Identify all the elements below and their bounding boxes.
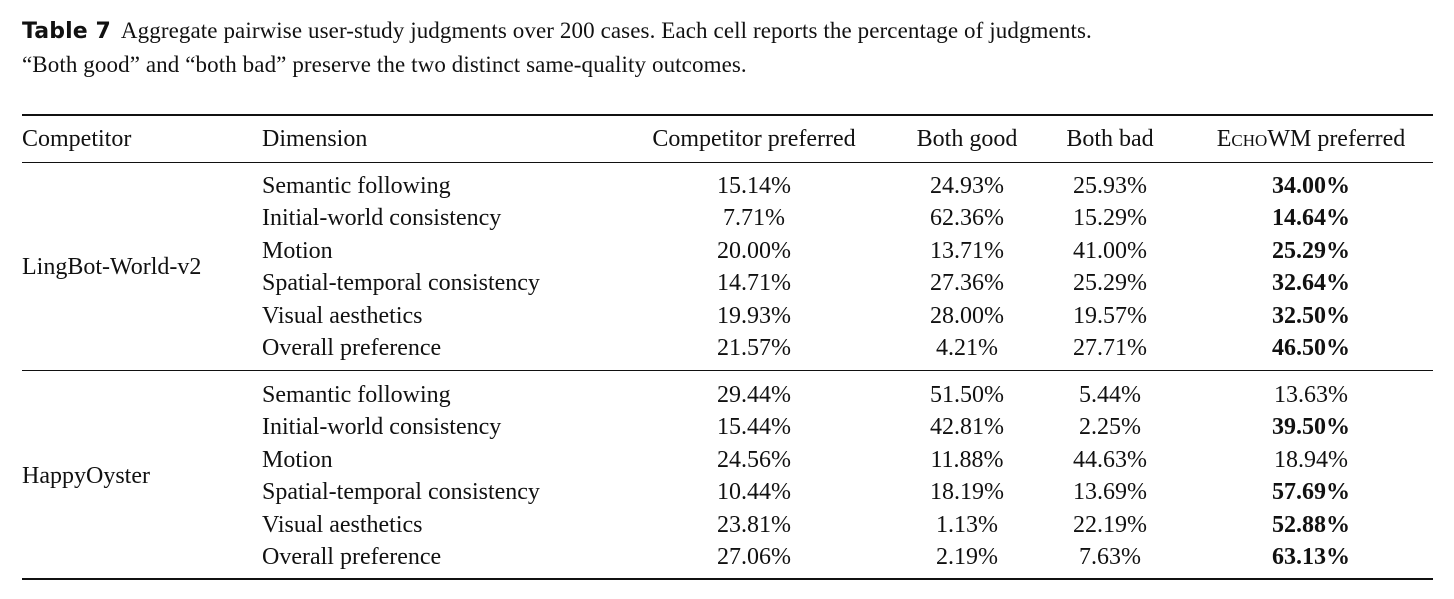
- top-rule: [22, 114, 1433, 116]
- table-cell-dimension: Spatial-temporal consistency: [262, 479, 540, 506]
- bottom-rule: [22, 578, 1433, 580]
- competitor-name: HappyOyster: [22, 463, 150, 489]
- table-cell-competitor-preferred: 29.44%: [717, 382, 791, 408]
- table-cell-dimension: Initial-world consistency: [262, 414, 502, 441]
- table-cell-dimension: Overall preference: [262, 544, 442, 570]
- table-cell-dimension: Visual aesthetics: [262, 511, 423, 538]
- table-cell-dimension: Overall preference: [262, 335, 442, 361]
- table-cell-both-good: 51.50%: [930, 382, 1004, 408]
- table-caption: Table 7 Aggregate pairwise user-study jud…: [22, 14, 1442, 81]
- table-cell-both-bad: 13.69%: [1073, 479, 1147, 506]
- table-cell-dimension: Semantic following: [262, 173, 451, 199]
- header-competitor: Competitor: [22, 126, 132, 152]
- table-cell-both-good: 11.88%: [930, 446, 1004, 473]
- table-cell-both-good: 27.36%: [930, 270, 1004, 297]
- table-cell-competitor-preferred: 20.00%: [717, 237, 791, 264]
- table-cell-both-good: 62.36%: [930, 205, 1004, 232]
- header-dimension: Dimension: [262, 126, 368, 152]
- caption-line-2: “Both good” and “both bad” preserve the …: [22, 52, 747, 77]
- table-cell-echowm-preferred: 32.64%: [1272, 270, 1350, 297]
- table-cell-dimension: Motion: [262, 446, 333, 473]
- table-cell-both-bad: 7.63%: [1079, 544, 1141, 570]
- table-cell-both-good: 24.93%: [930, 173, 1004, 199]
- table-cell-competitor-preferred: 15.14%: [717, 173, 791, 199]
- table-cell-echowm-preferred: 52.88%: [1272, 511, 1350, 538]
- table-cell-echowm-preferred: 57.69%: [1272, 479, 1350, 506]
- table-cell-both-good: 4.21%: [936, 335, 998, 361]
- table-cell-echowm-preferred: 25.29%: [1272, 237, 1350, 264]
- table-cell-both-bad: 15.29%: [1073, 205, 1147, 232]
- table-cell-both-good: 28.00%: [930, 302, 1004, 329]
- table-cell-dimension: Semantic following: [262, 382, 451, 408]
- caption-text-1: Aggregate pairwise user-study judgments …: [120, 18, 1092, 43]
- table-cell-both-bad: 25.93%: [1073, 173, 1147, 199]
- table-cell-both-good: 1.13%: [936, 511, 998, 538]
- table-cell-echowm-preferred: 63.13%: [1272, 544, 1350, 570]
- table-cell-competitor-preferred: 21.57%: [717, 335, 791, 361]
- table-cell-both-bad: 27.71%: [1073, 335, 1147, 361]
- table-cell-echowm-preferred: 46.50%: [1272, 335, 1350, 361]
- header-competitor-preferred: Competitor preferred: [652, 126, 856, 152]
- table-cell-echowm-preferred: 32.50%: [1272, 302, 1350, 329]
- table-cell-competitor-preferred: 27.06%: [717, 544, 791, 570]
- table-cell-competitor-preferred: 7.71%: [723, 205, 785, 232]
- table-cell-both-bad: 19.57%: [1073, 302, 1147, 329]
- header-rule: [22, 162, 1433, 164]
- group-separator-rule: [22, 370, 1433, 372]
- header-echowm-suffix: WM preferred: [1267, 126, 1406, 152]
- table-cell-both-bad: 5.44%: [1079, 382, 1141, 408]
- table-cell-echowm-preferred: 39.50%: [1272, 414, 1350, 441]
- header-echowm-preferred: EchoWM preferred: [1217, 123, 1405, 155]
- table-cell-competitor-preferred: 24.56%: [717, 446, 791, 473]
- table-cell-both-bad: 25.29%: [1073, 270, 1147, 297]
- table-cell-both-bad: 2.25%: [1079, 414, 1141, 441]
- caption-line-1: Table 7 Aggregate pairwise user-study jud…: [22, 14, 1442, 48]
- table-cell-dimension: Visual aesthetics: [262, 302, 423, 329]
- header-both-bad: Both bad: [1066, 126, 1154, 152]
- table-cell-dimension: Spatial-temporal consistency: [262, 270, 540, 297]
- table-cell-echowm-preferred: 13.63%: [1274, 382, 1348, 408]
- table-cell-both-bad: 44.63%: [1073, 446, 1147, 473]
- table-cell-dimension: Motion: [262, 237, 333, 264]
- table-cell-dimension: Initial-world consistency: [262, 205, 502, 232]
- competitor-name: LingBot-World-v2: [22, 254, 202, 280]
- table-cell-echowm-preferred: 18.94%: [1274, 446, 1348, 473]
- caption-label: Table 7: [22, 19, 111, 44]
- table-cell-competitor-preferred: 19.93%: [717, 302, 791, 329]
- table-cell-competitor-preferred: 14.71%: [717, 270, 791, 297]
- table-cell-both-good: 18.19%: [930, 479, 1004, 506]
- table-cell-competitor-preferred: 10.44%: [717, 479, 791, 506]
- table-cell-both-good: 2.19%: [936, 544, 998, 570]
- table-cell-both-bad: 41.00%: [1073, 237, 1147, 264]
- header-both-good: Both good: [916, 126, 1018, 152]
- table-cell-both-good: 13.71%: [930, 237, 1004, 264]
- header-echowm-name: Echo: [1216, 126, 1268, 152]
- table-cell-both-bad: 22.19%: [1073, 511, 1147, 538]
- table-cell-competitor-preferred: 15.44%: [717, 414, 791, 441]
- table-cell-competitor-preferred: 23.81%: [717, 511, 791, 538]
- table-cell-echowm-preferred: 34.00%: [1272, 173, 1350, 199]
- table-cell-echowm-preferred: 14.64%: [1272, 205, 1350, 232]
- table-cell-both-good: 42.81%: [930, 414, 1004, 441]
